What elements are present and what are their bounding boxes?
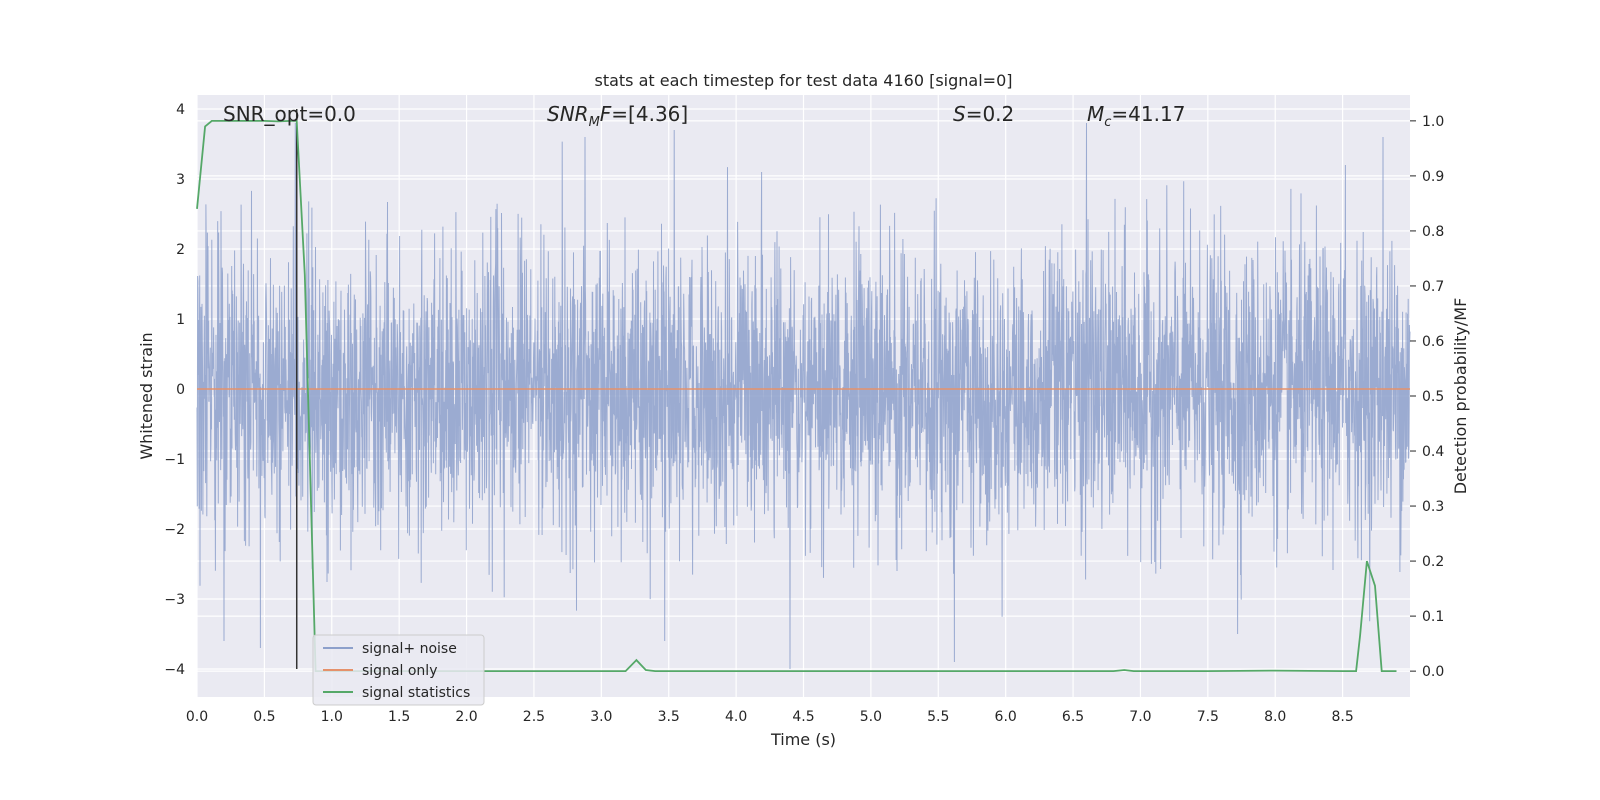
y2-tick-label: 0.9 (1422, 169, 1444, 185)
legend: signal+ noise signal only signal statist… (312, 634, 485, 706)
legend-label-signal-plus-noise: signal+ noise (362, 641, 457, 657)
signal-statistics-line (196, 120, 1397, 672)
annotation-s-prefix: S (953, 102, 966, 126)
y2-tick-label: 0.3 (1422, 499, 1444, 515)
y2-tick-label: 0.1 (1422, 609, 1444, 625)
x-axis-label: Time (s) (770, 730, 836, 749)
y2-tick-label: 0.8 (1422, 224, 1444, 240)
y-axis-label: Whitened strain (137, 332, 156, 459)
annotation-s: S=0.2 (953, 102, 1014, 126)
x-tick-label: 4.0 (725, 709, 747, 725)
annotation-snr-mf: SNRMF=[4.36] (547, 102, 688, 130)
annotation-mc-suffix: =41.17 (1111, 102, 1185, 126)
legend-box (312, 634, 485, 706)
y2-axis-label: Detection probability/MF (1451, 298, 1470, 495)
x-tick-label: 1.5 (388, 709, 410, 725)
x-tick-label: 3.0 (590, 709, 612, 725)
annotation-s-suffix: =0.2 (966, 102, 1015, 126)
legend-label-signal-only: signal only (362, 663, 437, 679)
y-axis-ticks: 4 3 2 1 0 −1 −2 −3 −4 (164, 102, 185, 678)
y2-tick-label: 0.7 (1422, 279, 1444, 295)
chart-title: stats at each timestep for test data 416… (594, 71, 1012, 90)
y2-tick-label: 0.0 (1422, 664, 1444, 680)
annotation-snr-mf-prefix: SNR (547, 102, 589, 126)
signal-plus-noise-line (196, 122, 1411, 670)
x-tick-label: 5.5 (927, 709, 949, 725)
y2-tick-label: 0.4 (1422, 444, 1444, 460)
series-signal-statistics (196, 120, 1397, 672)
x-tick-label: 7.5 (1197, 709, 1219, 725)
y2-tick-label: 0.6 (1422, 334, 1444, 350)
x-tick-label: 0.5 (253, 709, 275, 725)
annotation-snr-mf-suffix: =[4.36] (611, 102, 688, 126)
y-tick-label: 2 (176, 242, 185, 258)
x-tick-label: 3.5 (658, 709, 680, 725)
y2-tick-label: 0.5 (1422, 389, 1444, 405)
x-tick-label: 7.0 (1129, 709, 1151, 725)
y-tick-label: −3 (164, 592, 185, 608)
series-signal-plus-noise (196, 122, 1411, 670)
y2-tick-label: 0.2 (1422, 554, 1444, 570)
x-tick-label: 1.0 (321, 709, 343, 725)
y-tick-label: −2 (164, 522, 185, 538)
y-tick-label: 3 (176, 172, 185, 188)
x-tick-label: 4.5 (792, 709, 814, 725)
y-tick-label: 1 (176, 312, 185, 328)
annotation-mc: Mc=41.17 (1087, 102, 1185, 130)
x-tick-label: 6.0 (995, 709, 1017, 725)
x-tick-label: 8.5 (1331, 709, 1353, 725)
x-tick-label: 8.0 (1264, 709, 1286, 725)
x-tick-label: 2.5 (523, 709, 545, 725)
y-tick-label: −1 (164, 452, 185, 468)
annotation-mc-sub: c (1104, 115, 1111, 130)
x-tick-label: 6.5 (1062, 709, 1084, 725)
y-tick-label: 0 (176, 382, 185, 398)
annotation-mc-prefix: M (1087, 102, 1104, 126)
y-tick-label: −4 (164, 662, 185, 678)
annotation-snr-opt: SNR_opt=0.0 (223, 102, 356, 126)
annotation-snr-mf-f: F (600, 102, 612, 126)
x-tick-label: 5.0 (860, 709, 882, 725)
annotation-snr-mf-sub: M (589, 115, 600, 130)
x-axis-ticks: 0.0 0.5 1.0 1.5 2.0 2.5 3.0 3.5 4.0 4.5 5.0 5.5 6.0 6… (186, 709, 1354, 725)
x-tick-label: 2.0 (455, 709, 477, 725)
y2-tick-label: 1.0 (1422, 114, 1444, 130)
y-tick-label: 4 (176, 102, 185, 118)
legend-label-signal-statistics: signal statistics (362, 685, 470, 701)
y2-axis-ticks: 1.0 0.9 0.8 0.7 0.6 0.5 0.4 0.3 0.2 0.1 0.0 (1410, 114, 1444, 680)
x-tick-label: 0.0 (186, 709, 208, 725)
